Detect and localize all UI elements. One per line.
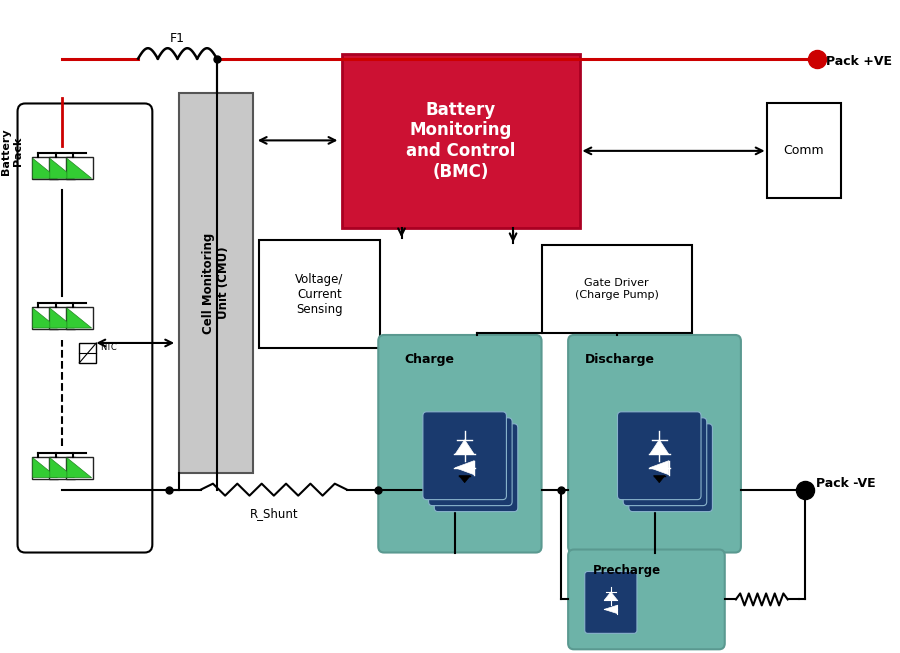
FancyBboxPatch shape <box>32 456 58 479</box>
FancyBboxPatch shape <box>32 157 58 180</box>
FancyBboxPatch shape <box>179 93 253 473</box>
FancyBboxPatch shape <box>542 245 691 333</box>
Polygon shape <box>32 458 58 478</box>
Text: Charge: Charge <box>405 353 454 366</box>
FancyBboxPatch shape <box>623 418 706 505</box>
FancyBboxPatch shape <box>568 550 724 649</box>
FancyBboxPatch shape <box>378 335 542 552</box>
Text: Voltage/
Current
Sensing: Voltage/ Current Sensing <box>295 272 344 315</box>
FancyBboxPatch shape <box>617 412 701 500</box>
Polygon shape <box>67 458 92 478</box>
Polygon shape <box>653 475 665 483</box>
Polygon shape <box>50 308 75 328</box>
Text: R_Shunt: R_Shunt <box>249 507 298 520</box>
Text: Gate Driver
(Charge Pump): Gate Driver (Charge Pump) <box>574 278 659 300</box>
Polygon shape <box>455 439 474 454</box>
Polygon shape <box>604 592 617 600</box>
Polygon shape <box>459 475 471 483</box>
Text: Pack +VE: Pack +VE <box>826 55 892 68</box>
FancyBboxPatch shape <box>342 54 580 228</box>
Polygon shape <box>50 458 75 478</box>
Text: NTC: NTC <box>100 343 117 353</box>
FancyBboxPatch shape <box>79 343 96 363</box>
Text: Pack -VE: Pack -VE <box>816 477 876 490</box>
FancyBboxPatch shape <box>17 103 152 552</box>
FancyBboxPatch shape <box>32 307 58 329</box>
Polygon shape <box>50 159 75 178</box>
FancyBboxPatch shape <box>258 240 380 348</box>
Text: Precharge: Precharge <box>593 564 661 577</box>
Polygon shape <box>604 605 617 614</box>
FancyBboxPatch shape <box>49 307 76 329</box>
Text: Discharge: Discharge <box>585 353 655 366</box>
FancyBboxPatch shape <box>423 412 507 500</box>
FancyBboxPatch shape <box>629 424 713 511</box>
FancyBboxPatch shape <box>66 307 93 329</box>
FancyBboxPatch shape <box>568 335 741 552</box>
Polygon shape <box>32 159 58 178</box>
Polygon shape <box>455 461 474 475</box>
Polygon shape <box>650 461 669 475</box>
Text: Comm: Comm <box>784 144 824 157</box>
Polygon shape <box>32 308 58 328</box>
FancyBboxPatch shape <box>585 571 637 633</box>
Text: Battery
Monitoring
and Control
(BMC): Battery Monitoring and Control (BMC) <box>406 101 516 181</box>
Polygon shape <box>67 308 92 328</box>
Polygon shape <box>650 439 669 454</box>
FancyBboxPatch shape <box>49 456 76 479</box>
Text: Cell Monitoring
Unit (CMU): Cell Monitoring Unit (CMU) <box>202 232 230 334</box>
FancyBboxPatch shape <box>49 157 76 180</box>
FancyBboxPatch shape <box>428 418 512 505</box>
FancyBboxPatch shape <box>66 456 93 479</box>
Text: F1: F1 <box>170 31 185 44</box>
FancyBboxPatch shape <box>435 424 518 511</box>
FancyBboxPatch shape <box>66 157 93 180</box>
FancyBboxPatch shape <box>768 103 841 199</box>
Polygon shape <box>67 159 92 178</box>
Text: Battery
Pack: Battery Pack <box>1 129 22 175</box>
